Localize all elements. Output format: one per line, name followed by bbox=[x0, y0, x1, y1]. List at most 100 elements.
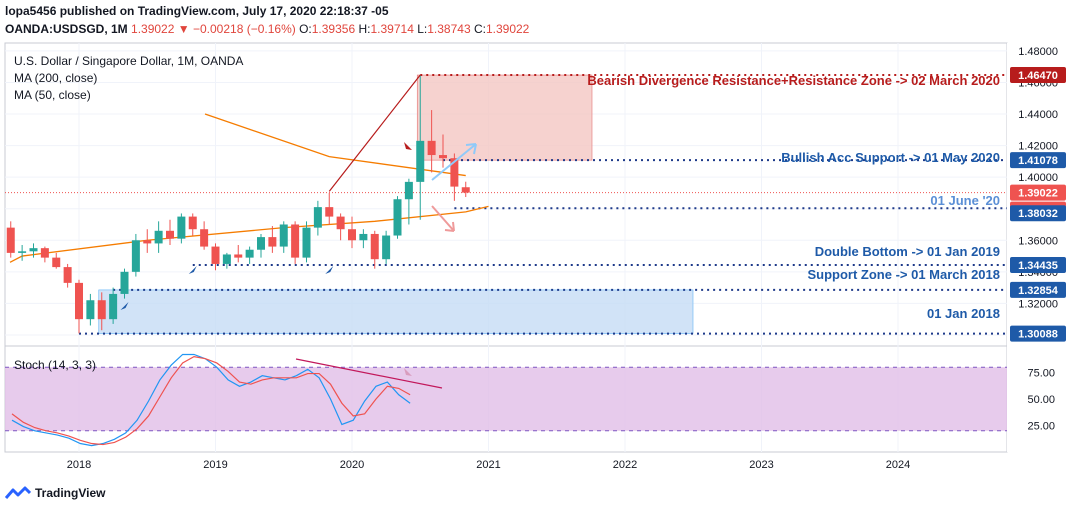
ohlc-line: OANDA:USDSGD, 1M 1.39022 ▼ −0.00218 (−0.… bbox=[5, 22, 529, 36]
time-tick-label: 2018 bbox=[67, 459, 91, 471]
candle-body bbox=[86, 300, 95, 320]
price-tick-label: 1.40000 bbox=[1018, 172, 1058, 184]
candle-body bbox=[154, 230, 163, 244]
brand-name: TradingView bbox=[35, 486, 106, 500]
low-value: 1.38743 bbox=[427, 22, 471, 36]
candle-body bbox=[416, 140, 425, 182]
stoch-tick-label: 75.00 bbox=[1027, 368, 1055, 380]
price-tick-label: 1.36000 bbox=[1018, 235, 1058, 247]
symbol-label: OANDA:USDSGD, 1M bbox=[5, 22, 128, 36]
high-value: 1.39714 bbox=[370, 22, 414, 36]
candle-body bbox=[404, 181, 413, 200]
candle-body bbox=[279, 224, 288, 247]
drawings bbox=[120, 74, 477, 376]
candle-body bbox=[166, 230, 174, 239]
brand-footer[interactable]: TradingView bbox=[5, 486, 105, 500]
annotation-double-bottom: Double Bottom -> 01 Jan 2019 bbox=[815, 244, 1000, 259]
stoch-k-line bbox=[11, 353, 411, 447]
candle-body bbox=[40, 248, 49, 258]
price-tag bbox=[1010, 256, 1066, 273]
candle-body bbox=[234, 254, 243, 258]
candle-body bbox=[461, 187, 470, 193]
candle-body bbox=[427, 140, 436, 156]
candle-body bbox=[245, 249, 254, 258]
price-tick-label: 1.42000 bbox=[1018, 141, 1058, 153]
candle-body bbox=[75, 282, 83, 320]
candle-body bbox=[370, 233, 379, 260]
chart[interactable]: 1.480001.460001.440001.420001.400001.380… bbox=[0, 40, 1071, 480]
annotation-june: 01 June '20 bbox=[930, 193, 1000, 208]
candle-body bbox=[52, 257, 61, 268]
annotation-support-zone: Support Zone -> 01 March 2018 bbox=[807, 267, 1000, 282]
price-tick-label: 1.48000 bbox=[1018, 46, 1058, 58]
time-tick-label: 2019 bbox=[203, 459, 227, 471]
stoch-d-line bbox=[11, 355, 411, 446]
price-axis[interactable]: 1.480001.460001.440001.420001.400001.380… bbox=[1007, 43, 1071, 452]
time-axis[interactable]: 2018 2019 2020 2021 2022 2023 2024 bbox=[67, 459, 910, 471]
stoch-tick-label: 25.00 bbox=[1027, 421, 1055, 433]
candle-body bbox=[439, 155, 447, 159]
candle-body bbox=[313, 207, 322, 228]
price-tag-label: 1.32854 bbox=[1018, 285, 1059, 297]
price-tick-label: 1.44000 bbox=[1018, 109, 1058, 121]
publisher-text: lopa5456 published on TradingView.com, J… bbox=[5, 4, 389, 18]
candle-body bbox=[6, 227, 15, 253]
candle-body bbox=[393, 199, 402, 236]
legend-title: U.S. Dollar / Singapore Dollar, 1M, OAND… bbox=[14, 54, 243, 68]
candle-body bbox=[177, 216, 186, 239]
candle-body bbox=[211, 246, 220, 264]
candle-body bbox=[348, 229, 356, 241]
candle-body bbox=[222, 254, 231, 264]
rocket-icon bbox=[325, 266, 334, 274]
price-tick-label: 1.32000 bbox=[1018, 298, 1058, 310]
price-axis-bg bbox=[1007, 43, 1071, 452]
annotation-resistance: Bearish Divergence Resistance+Resistance… bbox=[587, 73, 1000, 88]
candle-body bbox=[143, 240, 152, 244]
candle-body bbox=[63, 267, 72, 283]
bearish-arrow-icon bbox=[431, 205, 455, 232]
rocket-down-icon bbox=[404, 142, 412, 150]
stoch-divergence-line bbox=[295, 358, 443, 389]
legend-ma200: MA (200, close) bbox=[14, 71, 97, 85]
candle-body bbox=[257, 237, 265, 250]
candle-body bbox=[18, 251, 27, 253]
last-price: 1.39022 bbox=[131, 22, 175, 36]
bullish-arrow-icon bbox=[431, 143, 477, 181]
candle-body bbox=[120, 271, 129, 294]
price-tag bbox=[1010, 281, 1066, 298]
time-tick-label: 2022 bbox=[613, 459, 637, 471]
rocket-icon bbox=[188, 266, 197, 274]
candle-body bbox=[29, 248, 38, 252]
high-label: H: bbox=[358, 22, 371, 36]
candle-body bbox=[131, 240, 140, 272]
time-tick-label: 2024 bbox=[886, 459, 910, 471]
candle-body bbox=[268, 237, 277, 247]
price-tag bbox=[1010, 205, 1066, 222]
price-tag-label: 1.39022 bbox=[1018, 188, 1058, 200]
time-tick-label: 2020 bbox=[340, 459, 364, 471]
candle-body bbox=[109, 293, 118, 320]
price-tag bbox=[1010, 325, 1066, 342]
candle-body bbox=[200, 229, 209, 247]
candles bbox=[6, 75, 470, 334]
candle-body bbox=[359, 233, 368, 241]
support-zone bbox=[98, 289, 694, 334]
rocket-icon bbox=[120, 302, 129, 310]
open-value: 1.39356 bbox=[311, 22, 356, 36]
price-tag-label: 1.46470 bbox=[1018, 70, 1058, 82]
annotation-bullish-support: Bullish Acc Support -> 01 May 2020 bbox=[781, 150, 1000, 165]
candle-body bbox=[336, 216, 345, 230]
price-tag bbox=[1010, 67, 1066, 84]
candle-body bbox=[450, 158, 459, 187]
close-label: C: bbox=[473, 22, 486, 36]
price-change: −0.00218 (−0.16%) bbox=[192, 22, 296, 36]
stoch-label: Stoch (14, 3, 3) bbox=[14, 358, 96, 372]
resistance-zone bbox=[416, 74, 593, 161]
candle-body bbox=[325, 207, 334, 217]
legend-ma50: MA (50, close) bbox=[14, 88, 91, 102]
divergence-line bbox=[328, 74, 421, 192]
candle-body bbox=[97, 300, 106, 320]
candle-body bbox=[302, 227, 311, 258]
candle-body bbox=[291, 224, 300, 258]
